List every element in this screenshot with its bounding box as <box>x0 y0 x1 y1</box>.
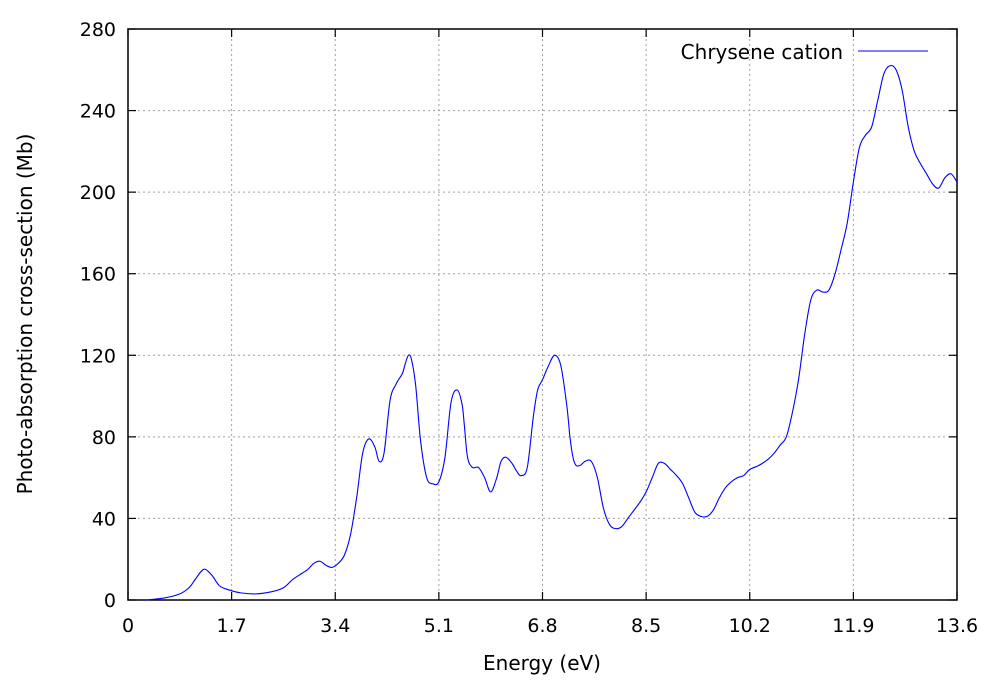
tick-layer <box>127 28 958 601</box>
x-tick-labels: 0 1.7 3.4 5.1 6.8 8.5 10.2 11.9 13.6 <box>122 615 978 637</box>
grid-layer <box>128 29 957 600</box>
x-tick-label: 1.7 <box>217 615 247 637</box>
x-axis-title: Energy (eV) <box>483 651 601 675</box>
x-tick-label: 6.8 <box>527 615 557 637</box>
y-tick-label: 240 <box>80 101 116 123</box>
y-tick-label: 160 <box>80 264 116 286</box>
x-tick-label: 13.6 <box>936 615 978 637</box>
y-tick-label: 40 <box>92 508 116 530</box>
y-tick-labels: 0 40 80 120 160 200 240 280 <box>80 19 116 612</box>
y-tick-label: 0 <box>104 590 116 612</box>
x-tick-label: 10.2 <box>729 615 771 637</box>
series-line <box>146 64 958 601</box>
legend-label: Chrysene cation <box>681 40 843 64</box>
x-tick-label: 5.1 <box>424 615 454 637</box>
y-tick-label: 120 <box>80 345 116 367</box>
x-tick-label: 3.4 <box>320 615 350 637</box>
series-layer <box>146 64 958 601</box>
y-tick-label: 280 <box>80 19 116 41</box>
y-tick-label: 80 <box>92 427 116 449</box>
x-tick-label: 0 <box>122 615 134 637</box>
x-tick-label: 8.5 <box>631 615 661 637</box>
x-tick-label: 11.9 <box>832 615 874 637</box>
y-axis-title: Photo-absorption cross-section (Mb) <box>13 134 37 495</box>
legend: Chrysene cation <box>681 40 928 64</box>
y-tick-label: 200 <box>80 182 116 204</box>
